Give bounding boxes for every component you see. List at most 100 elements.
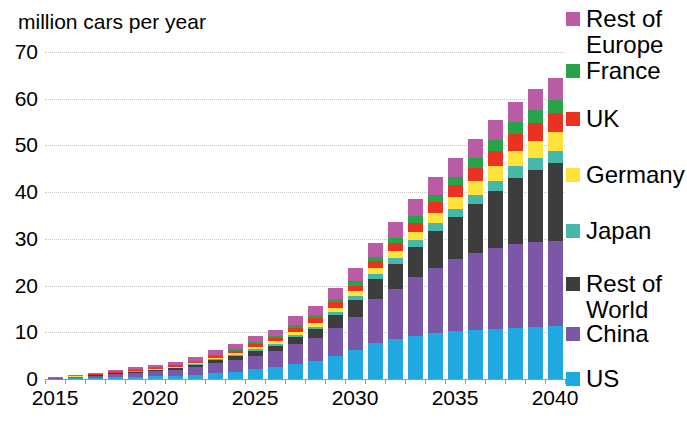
segment-2036-japan [468, 195, 483, 204]
x-tick-label-2025: 2025 [215, 386, 295, 410]
legend-label: France [586, 58, 661, 84]
segment-2026-china [268, 351, 283, 367]
segment-2040-us [548, 326, 563, 379]
y-tick-label-30: 30 [0, 227, 38, 251]
legend-swatch-uk [566, 112, 580, 126]
segment-2032-germany [388, 251, 403, 258]
x-tick [345, 379, 346, 384]
segment-2040-france [548, 100, 563, 114]
segment-2035-china [448, 259, 463, 331]
segment-2038-rest-of-europe [508, 102, 523, 123]
bar-2017 [88, 373, 103, 379]
segment-2040-japan [548, 151, 563, 164]
x-tick [325, 379, 326, 384]
bar-2037 [488, 120, 503, 379]
legend-label: China [586, 321, 649, 347]
segment-2034-japan [428, 223, 443, 230]
segment-2031-rest-of-world [368, 279, 383, 300]
segment-2033-uk [408, 223, 423, 232]
segment-2040-rest-of-europe [548, 78, 563, 99]
segment-2021-us [168, 376, 183, 379]
segment-2031-china [368, 299, 383, 342]
x-tick [425, 379, 426, 384]
segment-2039-france [528, 110, 543, 123]
segment-2024-china [228, 360, 243, 372]
segment-2034-uk [428, 202, 443, 213]
segment-2040-rest-of-world [548, 163, 563, 241]
segment-2038-france [508, 122, 523, 134]
segment-2032-rest-of-europe [388, 222, 403, 237]
segment-2037-rest-of-europe [488, 120, 503, 140]
legend-label: Japan [586, 218, 651, 244]
x-tick [465, 379, 466, 384]
segment-2036-germany [468, 181, 483, 194]
segment-2038-uk [508, 134, 523, 151]
segment-2025-us [248, 369, 263, 379]
segment-2028-rest-of-world [308, 329, 323, 338]
segment-2033-germany [408, 232, 423, 241]
legend-swatch-us [566, 372, 580, 386]
x-tick [205, 379, 206, 384]
segment-2017-us [88, 378, 103, 379]
segment-2029-china [328, 328, 343, 356]
segment-2028-us [308, 361, 323, 379]
bar-2016 [68, 375, 83, 379]
bar-2021 [168, 362, 183, 379]
segment-2030-china [348, 317, 363, 350]
segment-2023-china [208, 363, 223, 373]
x-tick [145, 379, 146, 384]
segment-2036-rest-of-europe [468, 139, 483, 158]
segment-2020-us [148, 376, 163, 379]
gridline-70 [45, 52, 565, 53]
bar-2024 [228, 344, 243, 379]
segment-2025-china [248, 356, 263, 370]
x-tick [545, 379, 546, 384]
x-tick [305, 379, 306, 384]
bar-2032 [388, 222, 403, 379]
segment-2034-germany [428, 213, 443, 223]
segment-2039-uk [528, 123, 543, 141]
segment-2027-rest-of-europe [288, 316, 303, 324]
segment-2035-uk [448, 185, 463, 197]
segment-2037-france [488, 140, 503, 151]
segment-2037-china [488, 248, 503, 329]
bar-2038 [508, 102, 523, 379]
segment-2032-china [388, 289, 403, 339]
x-tick [525, 379, 526, 384]
segment-2029-us [328, 356, 343, 379]
segment-2033-china [408, 277, 423, 335]
x-tick [165, 379, 166, 384]
segment-2029-rest-of-europe [328, 288, 343, 299]
segment-2037-uk [488, 151, 503, 166]
segment-2022-us [188, 375, 203, 379]
x-tick [125, 379, 126, 384]
legend-label: UK [586, 106, 619, 132]
segment-2035-rest-of-world [448, 217, 463, 259]
segment-2039-rest-of-world [528, 170, 543, 242]
segment-2035-us [448, 331, 463, 379]
segment-2019-us [128, 377, 143, 379]
x-tick [505, 379, 506, 384]
segment-2034-france [428, 195, 443, 202]
segment-2040-china [548, 241, 563, 326]
segment-2037-us [488, 329, 503, 379]
x-tick [45, 379, 46, 384]
segment-2034-rest-of-world [428, 231, 443, 268]
x-tick-label-2035: 2035 [415, 386, 495, 410]
bar-2026 [268, 330, 283, 379]
segment-2033-us [408, 336, 423, 379]
segment-2035-france [448, 177, 463, 185]
bar-2033 [408, 199, 423, 379]
segment-2030-us [348, 350, 363, 379]
bar-2015 [48, 377, 63, 379]
segment-2035-germany [448, 197, 463, 209]
segment-2037-japan [488, 181, 503, 191]
segment-2016-us [68, 378, 83, 379]
x-tick-label-2015: 2015 [15, 386, 95, 410]
x-tick [65, 379, 66, 384]
segment-2036-uk [468, 168, 483, 182]
x-tick [185, 379, 186, 384]
segment-2035-rest-of-europe [448, 158, 463, 177]
segment-2039-japan [528, 158, 543, 170]
x-tick [85, 379, 86, 384]
